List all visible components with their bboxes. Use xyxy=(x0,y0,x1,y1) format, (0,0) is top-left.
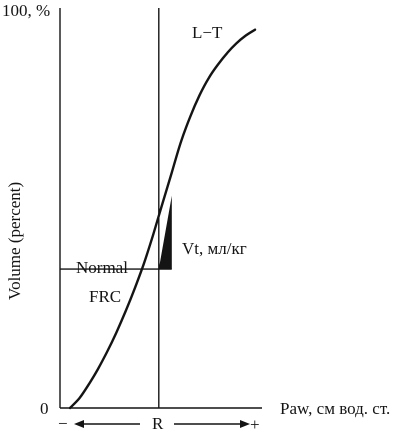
series-line-l-t xyxy=(68,28,257,410)
frc-label-normal: Normal xyxy=(76,258,128,277)
frc-label-frc: FRC xyxy=(89,287,121,306)
pressure-plus-label: + xyxy=(250,415,260,432)
y-max-label: 100, % xyxy=(2,1,50,20)
tidal-volume-label: Vt, мл/кг xyxy=(182,239,247,258)
series-label-l-t: L−T xyxy=(192,23,223,42)
tidal-volume-triangle xyxy=(158,195,172,269)
y-min-label: 0 xyxy=(40,399,49,418)
arrowhead-right xyxy=(240,420,250,428)
x-axis-title: Paw, см вод. ст. xyxy=(280,399,390,418)
y-axis-title: Volume (percent) xyxy=(5,182,24,300)
arrowhead-left xyxy=(74,420,84,428)
pressure-r-label: R xyxy=(152,414,164,432)
pressure-minus-label: − xyxy=(58,414,68,432)
